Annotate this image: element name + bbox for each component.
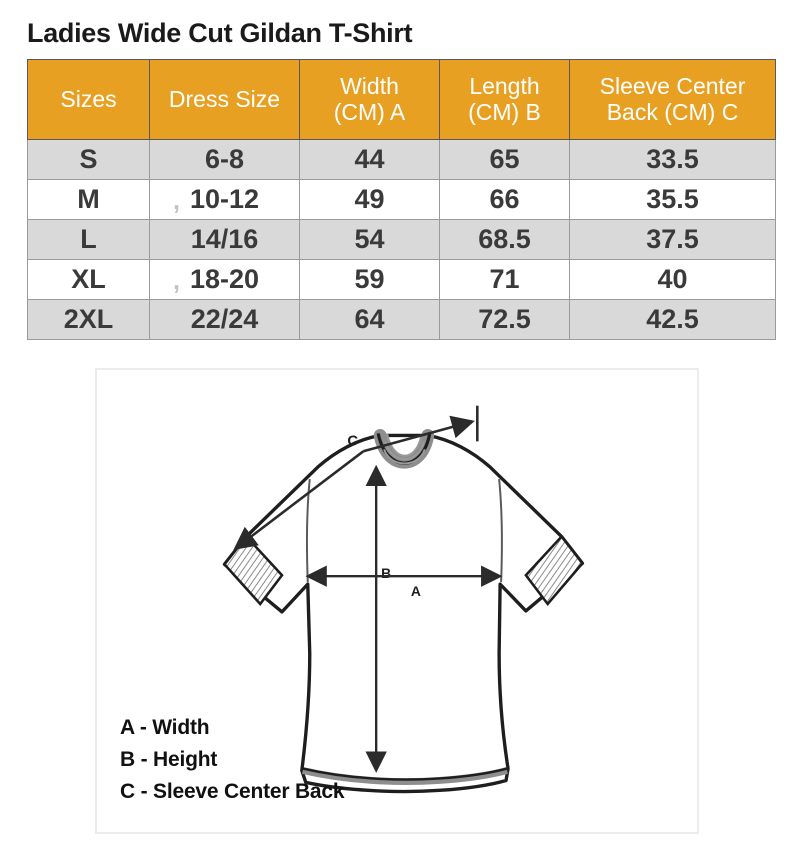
table-header-row: Sizes Dress Size Width (CM) A Length (CM… — [27, 59, 776, 140]
size-chart-table: Sizes Dress Size Width (CM) A Length (CM… — [27, 59, 776, 340]
tshirt-diagram-panel: C B A — [95, 368, 699, 834]
cell-size: M — [27, 179, 150, 220]
cell-width: 64 — [299, 299, 440, 340]
column-header-sizes-line1: Sizes — [60, 85, 117, 112]
column-header-dress-size: Dress Size — [149, 59, 300, 140]
cell-size: S — [27, 139, 150, 180]
column-header-sleeve-center-back: Sleeve Center Back (CM) C — [569, 59, 776, 140]
measurement-legend: A - Width B - Height C - Sleeve Center B… — [120, 712, 345, 808]
table-row: XL , 18-20 59 71 40 — [27, 259, 776, 300]
cell-width: 54 — [299, 219, 440, 260]
cell-size: L — [27, 219, 150, 260]
column-header-width: Width (CM) A — [299, 59, 440, 140]
cell-dress-size: , 10-12 — [149, 179, 300, 220]
cell-sleeve: 35.5 — [569, 179, 776, 220]
cell-dress-size: 6-8 — [149, 139, 300, 180]
cell-sleeve: 33.5 — [569, 139, 776, 180]
cell-width: 49 — [299, 179, 440, 220]
column-header-sizes: Sizes — [27, 59, 150, 140]
measurement-a-arrow: A — [305, 565, 503, 599]
cell-sleeve: 40 — [569, 259, 776, 300]
cell-length: 71 — [439, 259, 570, 300]
table-row: L 14/16 54 68.5 37.5 — [27, 219, 776, 260]
column-header-sleeve-line1: Sleeve Center — [599, 72, 746, 99]
cell-length: 66 — [439, 179, 570, 220]
measurement-label-b: B — [381, 565, 391, 581]
table-row: 2XL 22/24 64 72.5 42.5 — [27, 299, 776, 340]
column-header-dress-size-line1: Dress Size — [168, 85, 281, 112]
column-header-length-line1: Length — [469, 72, 540, 99]
column-header-length: Length (CM) B — [439, 59, 570, 140]
table-row: S 6-8 44 65 33.5 — [27, 139, 776, 180]
column-header-sleeve-line2: Back (CM) C — [606, 98, 739, 125]
measurement-label-a: A — [411, 583, 421, 599]
measurement-label-c: C — [347, 433, 358, 449]
measurement-c-arrow: C — [233, 405, 479, 551]
legend-item-b: B - Height — [120, 747, 218, 771]
cell-dress-size-value: 10-12 — [189, 184, 260, 214]
cell-size: XL — [27, 259, 150, 300]
cell-dress-size-value: 22/24 — [190, 304, 259, 334]
legend-item-c: C - Sleeve Center Back — [120, 779, 345, 803]
cell-size: 2XL — [27, 299, 150, 340]
cell-dress-size: , 18-20 — [149, 259, 300, 300]
cell-sleeve: 42.5 — [569, 299, 776, 340]
cell-length: 72.5 — [439, 299, 570, 340]
cell-length: 68.5 — [439, 219, 570, 260]
stray-comma-mark: , — [172, 187, 180, 215]
cell-dress-size: 14/16 — [149, 219, 300, 260]
legend-item-a: A - Width — [120, 716, 210, 739]
cell-dress-size-value: 18-20 — [189, 264, 260, 294]
column-header-width-line1: Width — [340, 72, 399, 99]
cell-sleeve: 37.5 — [569, 219, 776, 260]
cell-width: 44 — [299, 139, 440, 180]
table-row: M , 10-12 49 66 35.5 — [27, 179, 776, 220]
column-header-width-line2: (CM) A — [333, 98, 406, 125]
stray-comma-mark: , — [172, 267, 180, 295]
cell-width: 59 — [299, 259, 440, 300]
cell-dress-size: 22/24 — [149, 299, 300, 340]
cell-dress-size-value: 6-8 — [204, 144, 245, 174]
cell-dress-size-value: 14/16 — [190, 224, 259, 254]
cell-length: 65 — [439, 139, 570, 180]
page-title: Ladies Wide Cut Gildan T-Shirt — [27, 18, 413, 48]
column-header-length-line2: (CM) B — [468, 98, 541, 125]
tshirt-diagram-svg: C B A — [222, 405, 585, 794]
